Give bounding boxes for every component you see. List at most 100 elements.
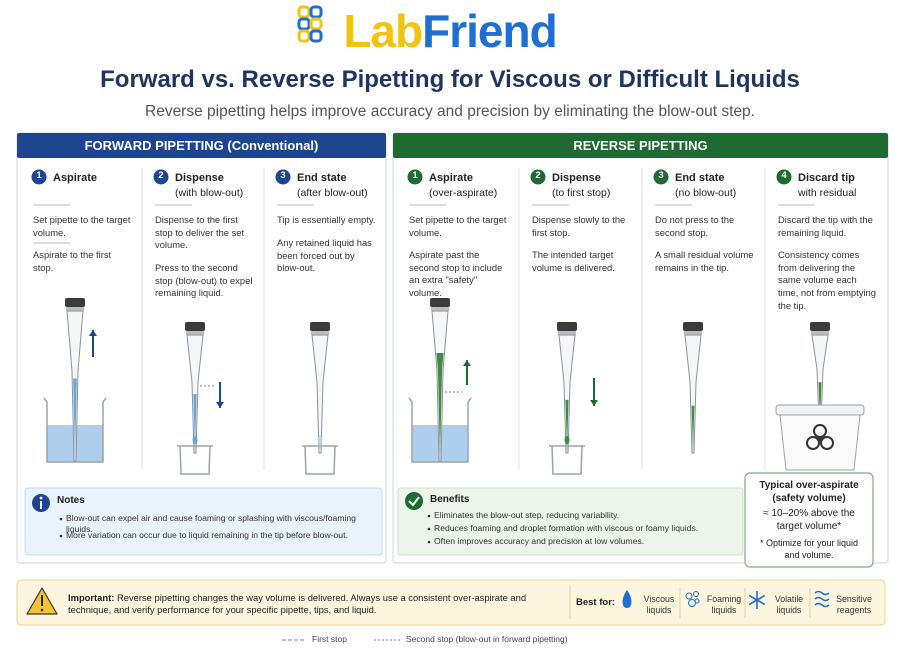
important-box bbox=[16, 579, 886, 626]
bullet bbox=[59, 534, 63, 538]
best-for-item: Volatile liquids bbox=[774, 594, 804, 616]
pipette-liquid bbox=[436, 353, 444, 461]
important-body: Reverse pipetting changes the way volume… bbox=[68, 592, 527, 616]
pipette-collar bbox=[684, 331, 702, 335]
logo: LabFriend bbox=[0, 2, 900, 62]
pipette-tip bbox=[558, 334, 576, 454]
step-subtitle: (to first stop) bbox=[552, 187, 611, 199]
important-label: Important: bbox=[68, 592, 115, 603]
pipette-collar bbox=[311, 331, 329, 335]
step-number: 3 bbox=[658, 170, 664, 181]
logo-text: Friend bbox=[422, 5, 558, 57]
pipette-tip bbox=[311, 334, 329, 454]
panel-header-text: FORWARD PIPETTING (Conventional) bbox=[84, 138, 319, 153]
panel-header-text: REVERSE PIPETTING bbox=[573, 138, 708, 153]
step-title: End state bbox=[297, 172, 347, 184]
step-number-badge bbox=[776, 169, 792, 185]
title: Forward vs. Reverse Pipetting for Viscou… bbox=[100, 66, 800, 93]
biohazard-symbol bbox=[820, 436, 834, 450]
arrow-head bbox=[216, 402, 224, 408]
pipette-collar bbox=[811, 331, 829, 335]
biohazard-symbol bbox=[817, 436, 823, 442]
notes-item: More variation can occur due to liquid r… bbox=[66, 530, 348, 540]
icon-snowflake bbox=[748, 594, 766, 606]
logo-icon bbox=[309, 29, 323, 43]
pipette-collar bbox=[558, 331, 576, 335]
pipette-cap bbox=[430, 298, 450, 307]
legend-item: Second stop (blow-out in forward pipetti… bbox=[406, 634, 568, 644]
bullet bbox=[427, 527, 431, 531]
step-text: Consistency comes from delivering the sa… bbox=[778, 249, 876, 311]
icon-bubbles bbox=[693, 591, 699, 597]
step-number-badge bbox=[530, 169, 546, 185]
icon-waves bbox=[814, 590, 830, 596]
logo-icon bbox=[297, 5, 311, 19]
step-subtitle: (after blow-out) bbox=[297, 187, 368, 199]
step-text: Dispense to the first stop to deliver th… bbox=[155, 214, 245, 251]
step-text: Aspirate past the second stop to include… bbox=[409, 249, 503, 299]
bullet bbox=[427, 514, 431, 518]
callout-note: * Optimize for your liquid and volume. bbox=[759, 538, 859, 560]
step-text: Tip is essentially empty. bbox=[277, 214, 376, 225]
droplet bbox=[192, 436, 198, 444]
pipette-tip bbox=[684, 334, 702, 454]
step-number: 2 bbox=[535, 170, 541, 181]
logo-icon bbox=[309, 5, 323, 19]
step-text: Dispense slowly to the first stop. bbox=[532, 214, 626, 238]
bullet bbox=[427, 540, 431, 544]
callout-title: Typical over-aspirate (safety volume) bbox=[759, 480, 859, 504]
benefits-item: Often improves accuracy and precision at… bbox=[434, 536, 645, 546]
biohazard-symbol bbox=[806, 436, 820, 450]
pipette-cap bbox=[810, 322, 830, 331]
icon-waves bbox=[814, 602, 830, 608]
legend-item: First stop bbox=[312, 634, 347, 644]
icon-drop bbox=[622, 590, 632, 608]
info-icon-dot bbox=[39, 496, 43, 500]
arrow-head bbox=[463, 360, 471, 366]
tube bbox=[302, 445, 338, 475]
bullet bbox=[59, 517, 63, 521]
step-subtitle: with residual bbox=[798, 187, 857, 199]
step-number-badge bbox=[653, 169, 669, 185]
step-title: Dispense bbox=[552, 172, 601, 184]
droplet bbox=[317, 436, 323, 444]
check-mark bbox=[408, 496, 420, 507]
step-subtitle: (no blow-out) bbox=[675, 187, 737, 199]
step-subtitle: (over-aspirate) bbox=[429, 187, 498, 199]
step-text: Any retained liquid has been forced out … bbox=[277, 237, 372, 274]
icon-bubbles bbox=[685, 592, 693, 600]
logo-icon bbox=[297, 17, 311, 31]
pipette-collar bbox=[66, 307, 84, 311]
step-text: Discard the tip with the remaining liqui… bbox=[778, 214, 873, 238]
arrow-head bbox=[590, 400, 598, 406]
step-text: Set pipette to the target volume. bbox=[409, 214, 507, 238]
benefits-box bbox=[397, 487, 744, 556]
pipette-cap bbox=[683, 322, 703, 331]
pipette-cap bbox=[65, 298, 85, 307]
panel-header bbox=[17, 133, 386, 158]
step-number-badge bbox=[275, 169, 291, 185]
warning-dot bbox=[40, 608, 44, 612]
logo-icon bbox=[297, 29, 311, 43]
tube bbox=[177, 445, 213, 475]
step-text: Set pipette to the target volume. bbox=[33, 214, 131, 238]
step-text: Do not press to the second stop. bbox=[655, 214, 735, 238]
logo-icon bbox=[309, 17, 323, 31]
step-title: Dispense bbox=[175, 172, 224, 184]
notes-title: Notes bbox=[57, 495, 85, 506]
beaker bbox=[43, 397, 107, 463]
step-number-badge bbox=[31, 169, 47, 185]
pipette-cap bbox=[185, 322, 205, 331]
best-for-item: Viscous liquids bbox=[643, 594, 675, 616]
step-text: Aspirate to the first stop. bbox=[33, 249, 112, 273]
logo-text: Lab bbox=[343, 5, 423, 57]
step-number: 2 bbox=[158, 170, 164, 181]
benefits-item: Reduces foaming and droplet formation wi… bbox=[434, 523, 699, 533]
step-subtitle: (with blow-out) bbox=[175, 187, 244, 199]
panel-header bbox=[393, 133, 888, 158]
step-title: Discard tip bbox=[798, 172, 855, 184]
step-number: 3 bbox=[280, 170, 286, 181]
pipette-cap bbox=[557, 322, 577, 331]
